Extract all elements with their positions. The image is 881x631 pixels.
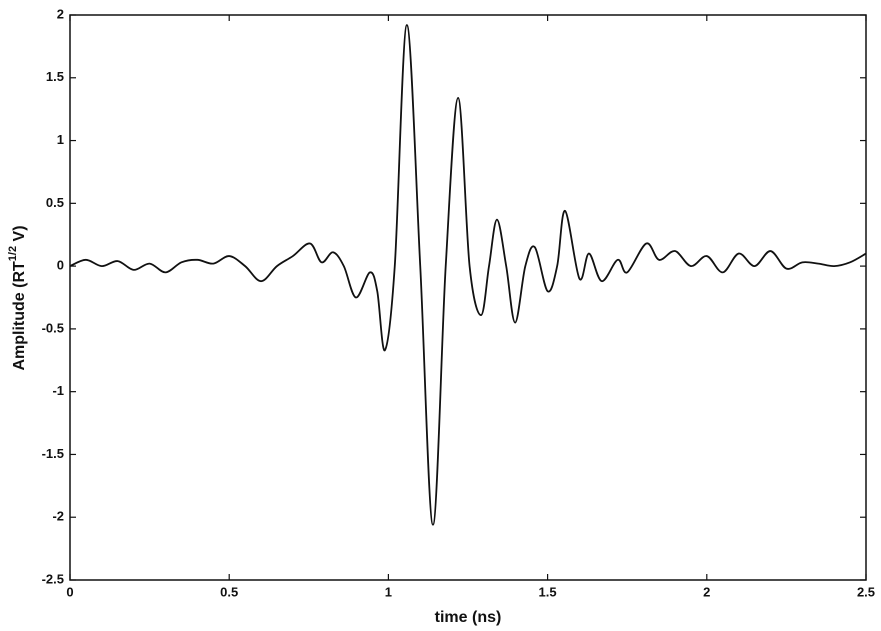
plot-frame <box>69 14 867 581</box>
x-axis-label: time (ns) <box>435 609 502 626</box>
y-axis-label: Amplitude (RT1/2 V) <box>7 225 28 370</box>
y-tick-label: -1 <box>52 383 64 398</box>
y-axis-label-sup: 1/2 <box>7 246 19 261</box>
y-tick-label: -2 <box>52 509 64 524</box>
y-tick-label: 1.5 <box>46 69 64 84</box>
x-tick-label: 1 <box>385 584 392 599</box>
y-tick-label: 0 <box>57 258 64 273</box>
y-tick-label: 1 <box>57 132 64 147</box>
y-tick-label: 2 <box>57 6 64 21</box>
y-axis-label-end: V) <box>11 225 28 245</box>
x-tick-label: 2.5 <box>857 584 875 599</box>
x-tick-label: 1.5 <box>539 584 557 599</box>
y-axis-label-main: Amplitude (RT <box>11 261 28 371</box>
y-tick-label: -1.5 <box>42 446 64 461</box>
y-tick-label: 0.5 <box>46 195 64 210</box>
y-tick-label: -2.5 <box>42 571 64 586</box>
line-series <box>69 24 867 526</box>
x-tick-label: 0 <box>66 584 73 599</box>
x-tick-label: 2 <box>703 584 710 599</box>
y-tick-label: -0.5 <box>42 320 64 335</box>
x-tick-label: 0.5 <box>220 584 238 599</box>
